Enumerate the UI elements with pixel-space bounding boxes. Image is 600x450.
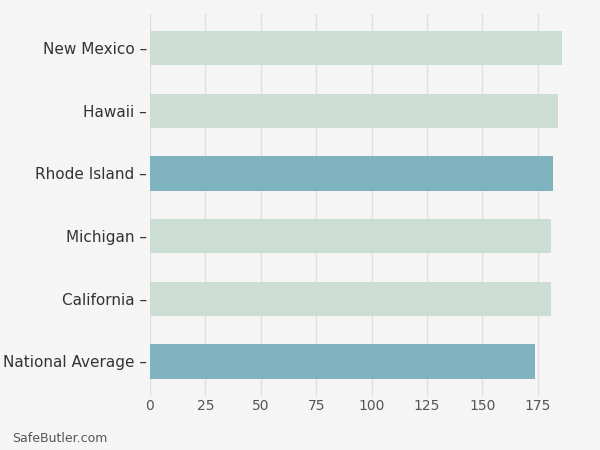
- Bar: [150, 219, 551, 253]
- Bar: [150, 94, 557, 128]
- Bar: [150, 282, 551, 316]
- Bar: [150, 156, 553, 191]
- Bar: [150, 31, 562, 65]
- Bar: [150, 344, 535, 378]
- Text: SafeButler.com: SafeButler.com: [12, 432, 107, 446]
